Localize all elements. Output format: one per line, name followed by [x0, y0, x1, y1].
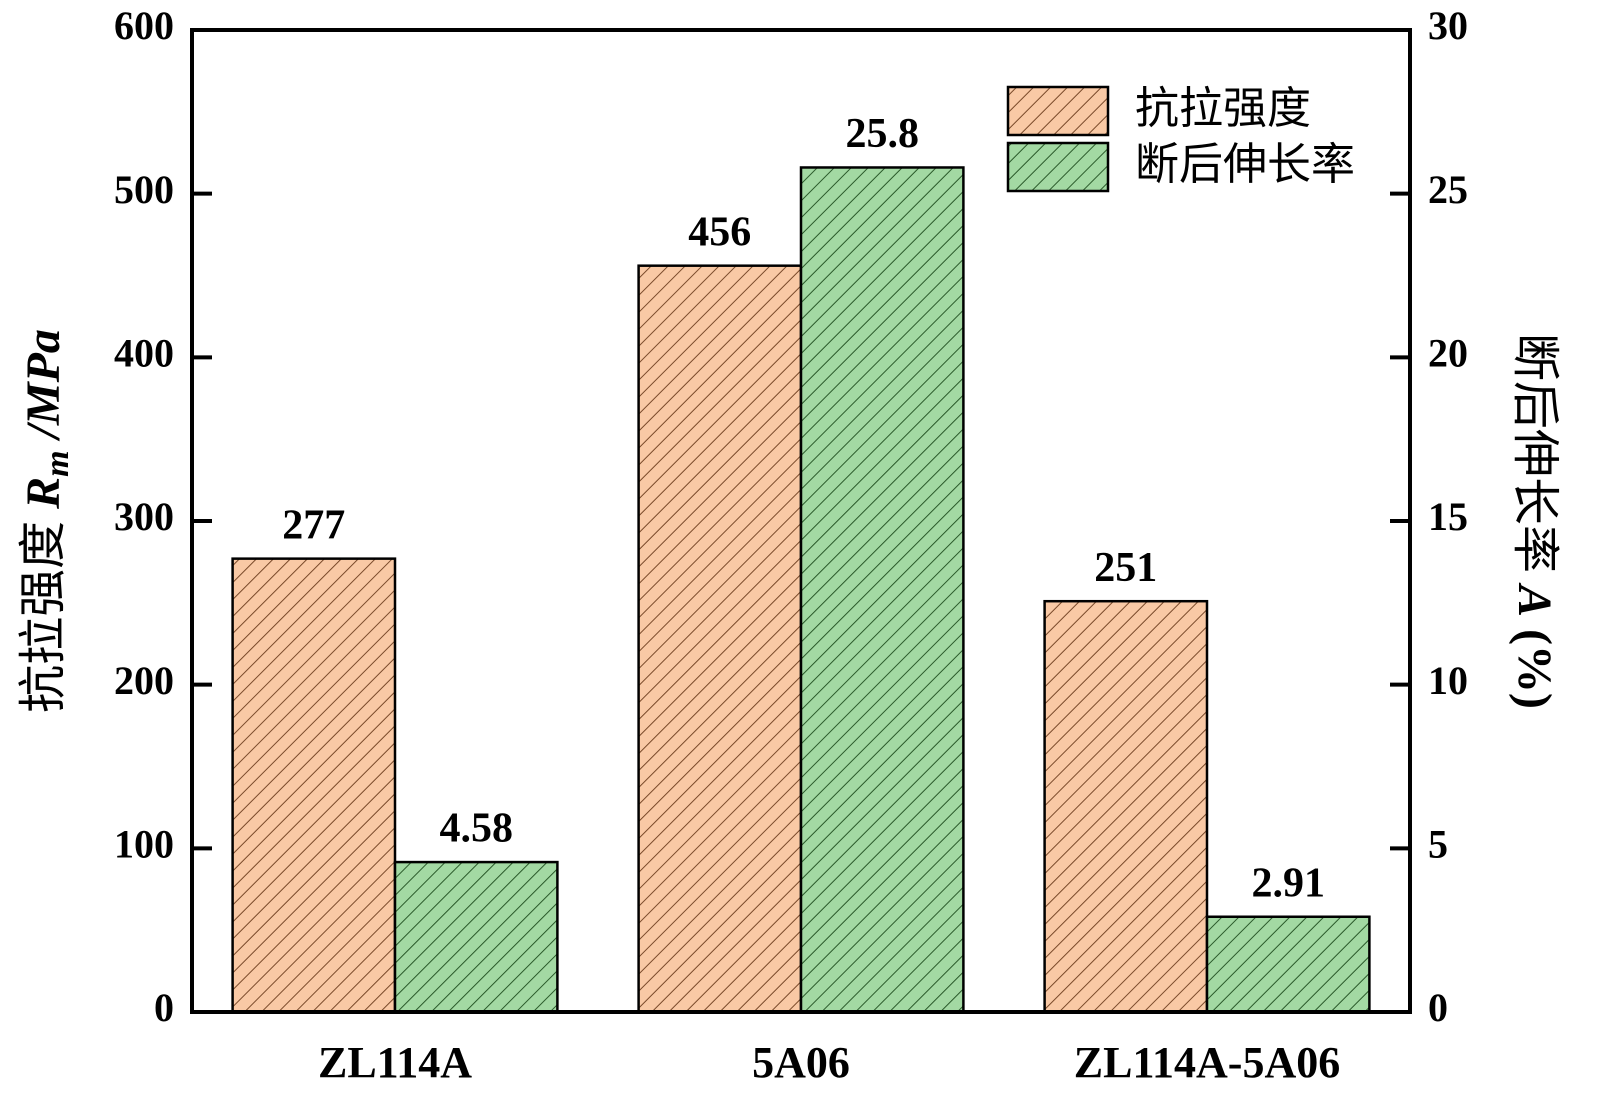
y2-tick-label: 30	[1428, 3, 1468, 48]
bar	[393, 860, 559, 1014]
value-label: 277	[282, 502, 345, 548]
y-axis-label: 抗拉强度 Rm /MPa	[17, 329, 76, 713]
plot-frame	[190, 28, 1412, 1014]
y2-axis-label: 断后伸长率 A (%)	[1508, 333, 1561, 709]
bar	[799, 166, 965, 1014]
y2-tick-label: 0	[1428, 985, 1448, 1030]
bar	[1205, 915, 1371, 1014]
bar	[1043, 599, 1209, 1014]
legend-swatch	[1006, 141, 1110, 193]
y-tick-label: 300	[114, 494, 174, 539]
value-label: 2.91	[1251, 860, 1325, 906]
y-tick-label: 600	[114, 3, 174, 48]
value-label: 25.8	[845, 111, 919, 157]
y-tick-label: 500	[114, 167, 174, 212]
legend-label: 抗拉强度	[1135, 84, 1311, 133]
value-label: 456	[688, 209, 751, 255]
x-tick-label: 5A06	[752, 1038, 850, 1087]
y2-tick-label: 25	[1428, 167, 1468, 212]
legend-label: 断后伸长率	[1135, 140, 1355, 189]
bar	[231, 557, 397, 1014]
y2-tick-label: 5	[1428, 822, 1448, 867]
x-tick-label: ZL114A	[318, 1038, 472, 1087]
bar	[637, 264, 803, 1014]
x-tick-label: ZL114A-5A06	[1074, 1038, 1340, 1087]
y-tick-label: 100	[114, 822, 174, 867]
value-label: 251	[1094, 545, 1157, 591]
y2-tick-label: 15	[1428, 494, 1468, 539]
y-tick-label: 400	[114, 331, 174, 376]
y2-tick-label: 20	[1428, 331, 1468, 376]
y2-tick-label: 10	[1428, 658, 1468, 703]
y-tick-label: 200	[114, 658, 174, 703]
value-label: 4.58	[439, 806, 513, 852]
y-tick-label: 0	[154, 985, 174, 1030]
legend-swatch	[1006, 85, 1110, 137]
